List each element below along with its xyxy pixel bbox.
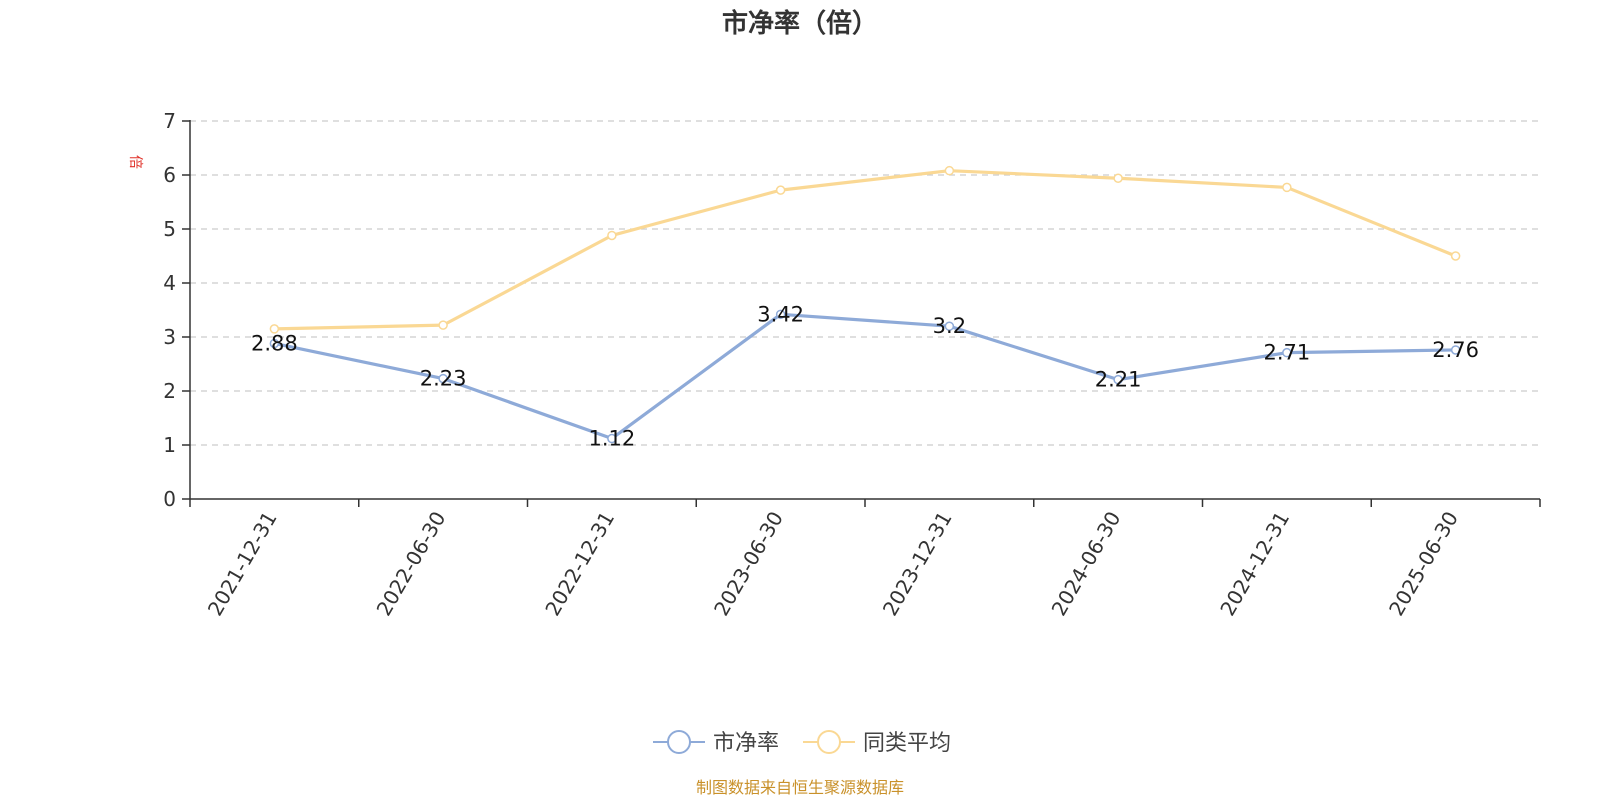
x-tick-label: 2024-12-31 <box>1215 507 1294 620</box>
x-tick-label: 2024-06-30 <box>1047 507 1126 620</box>
data-point[interactable] <box>775 309 786 320</box>
source-note: 制图数据来自恒生聚源数据库 <box>696 778 904 797</box>
legend-marker <box>817 730 841 754</box>
data-point[interactable] <box>438 320 448 330</box>
series-line <box>274 169 1457 331</box>
y-tick-label: 7 <box>163 109 176 133</box>
series-line <box>274 312 1456 441</box>
legend-item[interactable]: 市净率 <box>653 730 779 756</box>
data-point[interactable] <box>1450 251 1461 261</box>
x-tick-label: 2023-12-31 <box>878 507 957 620</box>
data-point[interactable] <box>1450 345 1461 355</box>
data-label: 2.88 <box>251 331 298 355</box>
legend[interactable]: 市净率 同类平均 <box>653 730 951 756</box>
data-label: 3.42 <box>757 302 804 326</box>
data-label: 1.12 <box>588 427 635 451</box>
data-label: 2.21 <box>1095 368 1142 392</box>
data-point[interactable] <box>438 373 448 384</box>
data-point[interactable] <box>269 338 280 349</box>
data-labels: 2.88 2.23 1.12 3.42 3.2 2.21 2.71 2.76 <box>251 302 1479 450</box>
data-label: 3.2 <box>933 314 966 338</box>
y-tick-label: 2 <box>163 379 176 403</box>
data-point[interactable] <box>607 230 617 241</box>
y-tick-label: 4 <box>163 271 176 295</box>
data-point[interactable] <box>607 433 617 444</box>
legend-label: 同类平均 <box>863 731 951 756</box>
data-point[interactable] <box>944 165 955 176</box>
data-label: 2.71 <box>1263 341 1310 365</box>
x-tick-label: 2022-12-31 <box>540 507 619 620</box>
data-point[interactable] <box>1282 182 1292 193</box>
y-tick-label: 6 <box>163 163 176 187</box>
data-point[interactable] <box>1282 347 1292 358</box>
y-axis-unit-label: 倍 <box>127 155 143 169</box>
y-tick-label: 5 <box>163 217 176 241</box>
legend-label: 市净率 <box>713 731 779 756</box>
grid-lines <box>190 120 1540 446</box>
data-point[interactable] <box>269 324 280 334</box>
y-tick-label: 3 <box>163 325 176 349</box>
data-label: 2.76 <box>1432 338 1479 362</box>
series-1 <box>269 165 1461 334</box>
y-tick-label: 1 <box>163 433 176 457</box>
data-point[interactable] <box>1113 173 1123 183</box>
x-tick-label: 2025-06-30 <box>1384 507 1463 620</box>
x-tick-label: 2023-06-30 <box>709 507 788 620</box>
x-tick-label: 2022-06-30 <box>372 507 451 620</box>
legend-marker <box>667 730 691 754</box>
y-tick-label: 0 <box>163 487 176 511</box>
chart-title: 市净率（倍） <box>722 8 878 39</box>
legend-item[interactable]: 同类平均 <box>803 730 951 756</box>
x-tick-label: 2021-12-31 <box>203 507 282 620</box>
data-point[interactable] <box>1113 374 1123 385</box>
series-0 <box>269 309 1461 444</box>
data-point[interactable] <box>944 321 955 331</box>
data-label: 2.23 <box>420 367 467 391</box>
data-point[interactable] <box>775 185 786 195</box>
series-layer <box>269 165 1461 444</box>
